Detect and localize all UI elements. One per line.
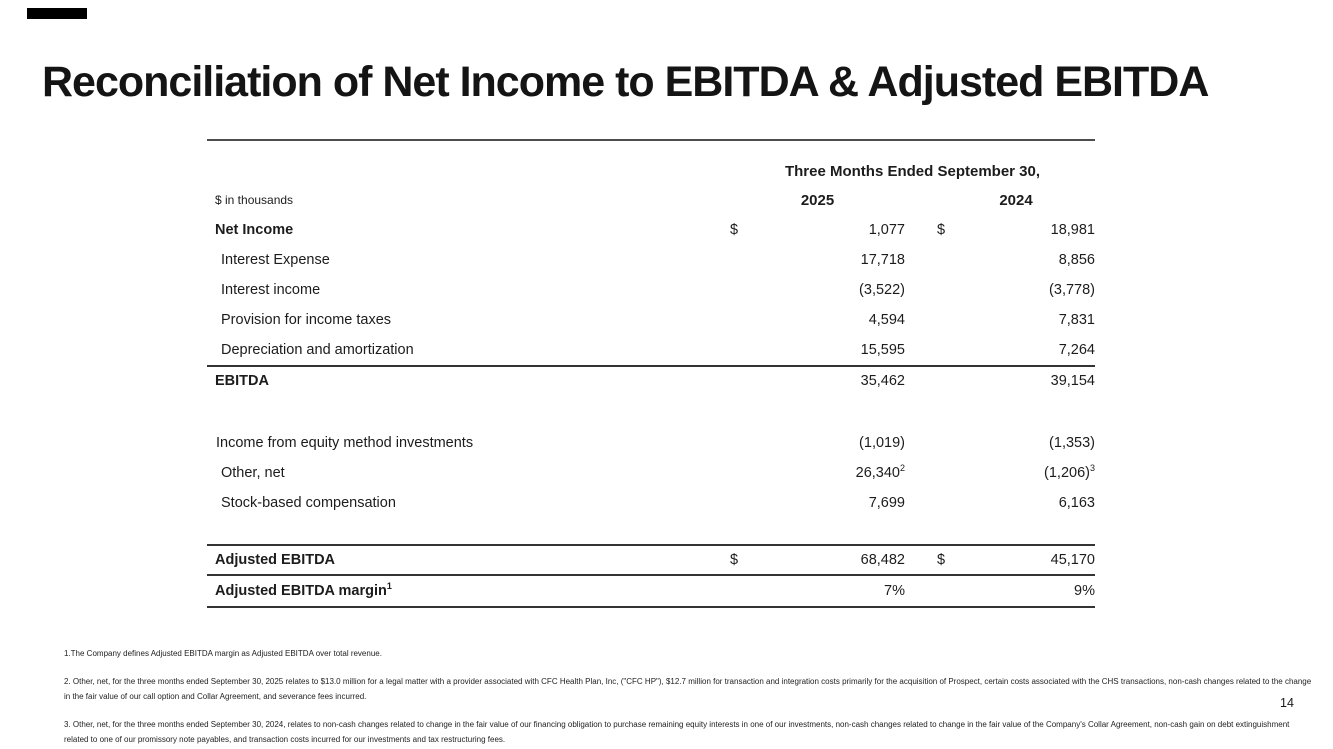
row-label: Income from equity method investments bbox=[216, 435, 474, 451]
row-label: Provision for income taxes bbox=[221, 312, 392, 328]
table-row-equity-investments: Income from equity method investments (1… bbox=[207, 428, 1095, 458]
value-2025: 26,3402 bbox=[855, 463, 905, 481]
value-2024: 7,831 bbox=[1058, 312, 1095, 328]
row-label: Interest Expense bbox=[221, 252, 330, 268]
table-row-provision-taxes: Provision for income taxes 4,594 7,831 bbox=[207, 305, 1095, 335]
value-2025: (1,019) bbox=[859, 435, 905, 451]
value-2025: 17,718 bbox=[860, 252, 905, 268]
table-spacer bbox=[207, 518, 1095, 544]
row-label: EBITDA bbox=[215, 373, 269, 389]
value-2025: 7,699 bbox=[868, 495, 905, 511]
value-2024: 8,856 bbox=[1058, 252, 1095, 268]
footnote-ref-2: 2 bbox=[899, 463, 905, 474]
value-2025: 15,595 bbox=[860, 342, 905, 358]
row-label: Adjusted EBITDA bbox=[215, 552, 336, 568]
value-2025: 7% bbox=[884, 583, 905, 599]
currency-symbol: $ bbox=[937, 222, 946, 238]
period-header-label: Three Months Ended September 30, bbox=[784, 163, 1041, 180]
value-2025: (3,522) bbox=[859, 282, 905, 298]
table-row-other-net: Other, net 26,3402 (1,206)3 bbox=[207, 458, 1095, 488]
table-header-years: $ in thousands 2025 2024 bbox=[207, 185, 1095, 215]
value-2025: 1,077 bbox=[868, 222, 905, 238]
year-2024-header: 2024 bbox=[999, 191, 1033, 209]
currency-symbol: $ bbox=[730, 222, 739, 238]
table-row-interest-income: Interest income (3,522) (3,778) bbox=[207, 275, 1095, 305]
footnote-2: 2. Other, net, for the three months ende… bbox=[64, 677, 1312, 701]
footnote-3: 3. Other, net, for the three months ende… bbox=[64, 720, 1290, 744]
table-row-interest-expense: Interest Expense 17,718 8,856 bbox=[207, 245, 1095, 275]
value-2024: (1,206)3 bbox=[1044, 463, 1095, 481]
row-label: Depreciation and amortization bbox=[221, 342, 414, 358]
value-2024: 18,981 bbox=[1050, 222, 1095, 238]
table-spacer bbox=[207, 395, 1095, 428]
currency-symbol: $ bbox=[937, 552, 946, 568]
year-2025-header: 2025 bbox=[800, 191, 835, 209]
row-label: Stock-based compensation bbox=[221, 495, 396, 511]
footnote-1: 1.The Company defines Adjusted EBITDA ma… bbox=[64, 649, 382, 658]
value-2025: 4,594 bbox=[868, 312, 905, 328]
row-label: Other, net bbox=[221, 465, 285, 481]
value-2024: 7,264 bbox=[1058, 342, 1095, 358]
page-number: 14 bbox=[1280, 696, 1294, 710]
footnote-ref-1: 1 bbox=[386, 581, 392, 592]
table-row-ebitda: EBITDA 35,462 39,154 bbox=[207, 365, 1095, 395]
value-2024: 45,170 bbox=[1050, 552, 1095, 568]
value-2024: (1,353) bbox=[1049, 435, 1095, 451]
table-header-period: Three Months Ended September 30, bbox=[207, 141, 1095, 185]
table-row-stock-compensation: Stock-based compensation 7,699 6,163 bbox=[207, 488, 1095, 518]
value-2025: 35,462 bbox=[860, 373, 905, 389]
table-row-depreciation: Depreciation and amortization 15,595 7,2… bbox=[207, 335, 1095, 365]
table-row-net-income: Net Income $ 1,077 $ 18,981 bbox=[207, 215, 1095, 245]
value-2024: 9% bbox=[1074, 583, 1095, 599]
value-2024: (3,778) bbox=[1049, 282, 1095, 298]
value-2025: 68,482 bbox=[860, 552, 905, 568]
row-label: Net Income bbox=[215, 222, 294, 238]
financial-table: Three Months Ended September 30, $ in th… bbox=[207, 139, 1095, 608]
footnotes: 1.The Company defines Adjusted EBITDA ma… bbox=[64, 646, 1312, 747]
row-label: Interest income bbox=[221, 282, 321, 298]
logo-mark bbox=[27, 8, 87, 19]
currency-symbol: $ bbox=[730, 552, 739, 568]
value-2024: 39,154 bbox=[1050, 373, 1095, 389]
units-label: $ in thousands bbox=[215, 193, 294, 207]
table-row-adjusted-ebitda: Adjusted EBITDA $ 68,482 $ 45,170 bbox=[207, 544, 1095, 576]
value-2024: 6,163 bbox=[1058, 495, 1095, 511]
table-row-adjusted-ebitda-margin: Adjusted EBITDA margin1 7% 9% bbox=[207, 576, 1095, 608]
row-label: Adjusted EBITDA margin1 bbox=[215, 581, 392, 599]
footnote-ref-3: 3 bbox=[1089, 463, 1095, 474]
slide-title: Reconciliation of Net Income to EBITDA &… bbox=[42, 58, 1209, 106]
